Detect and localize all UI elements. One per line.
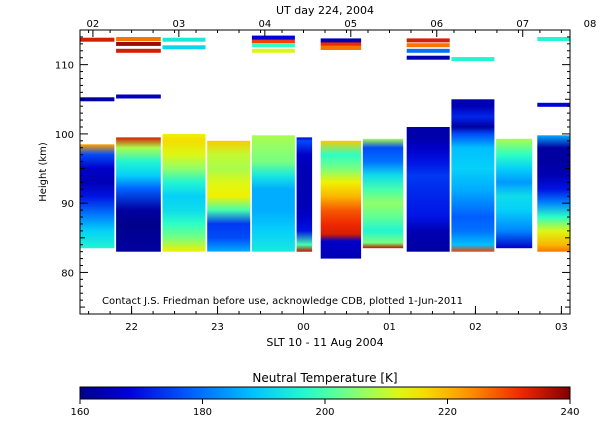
temperature-profile: [207, 140, 251, 252]
temperature-profile: [162, 133, 206, 252]
high-altitude-segment: [116, 48, 161, 53]
high-altitude-segment: [451, 57, 495, 62]
temperature-profile: [451, 99, 495, 252]
chart-title: UT day 224, 2004: [276, 4, 374, 17]
y-tick-label: 100: [55, 130, 74, 141]
high-altitude-segment: [320, 46, 362, 50]
temperature-profile: [496, 138, 533, 249]
top-tick-label: 07: [516, 19, 529, 30]
top-axis: 02 03 04 05 06 07 08: [87, 19, 597, 37]
high-altitude-segment: [406, 55, 450, 60]
bottom-tick-label: 22: [125, 322, 138, 333]
top-tick-label: 08: [584, 19, 597, 30]
profile-layer: [80, 35, 577, 259]
y-tick-label: 80: [61, 268, 74, 279]
bottom-tick-label: 03: [555, 322, 568, 333]
colorbar-tick-label: 200: [315, 407, 334, 418]
y-tick-label: 110: [55, 61, 74, 72]
temperature-profile: [116, 137, 161, 252]
temperature-profile: [537, 135, 570, 252]
top-tick-label: 03: [172, 19, 185, 30]
temperature-profile: [406, 127, 450, 252]
high-altitude-segment: [537, 102, 570, 107]
high-altitude-segment: [406, 38, 450, 43]
bottom-tick-label: 01: [383, 322, 396, 333]
top-tick-label: 06: [430, 19, 443, 30]
temperature-profile: [251, 135, 295, 252]
high-altitude-segment: [80, 37, 115, 42]
temperature-profile: [296, 137, 313, 252]
y-tick-label: 90: [61, 199, 74, 210]
colorbar-tick-label: 160: [70, 407, 89, 418]
high-altitude-segment: [162, 37, 206, 42]
colorbar-title: Neutral Temperature [K]: [252, 371, 397, 385]
bottom-tick-label: 23: [211, 322, 224, 333]
top-tick-label: 05: [344, 19, 357, 30]
high-altitude-segment: [251, 48, 295, 53]
credit-annotation: Contact J.S. Friedman before use, acknow…: [102, 296, 463, 307]
top-tick-label: 02: [87, 19, 100, 30]
bottom-axis: 22 23 00 01 02 03: [88, 306, 568, 333]
high-altitude-segment: [320, 41, 362, 46]
bottom-tick-label: 00: [297, 322, 310, 333]
y-axis-label: Height (km): [38, 142, 49, 202]
high-altitude-segment: [406, 43, 450, 48]
colorbar-tick-label: 180: [193, 407, 212, 418]
high-altitude-segment: [116, 37, 161, 41]
high-altitude-segment: [406, 48, 450, 53]
bottom-tick-label: 02: [469, 322, 482, 333]
high-altitude-segment: [251, 39, 295, 44]
colorbar-tick-label: 220: [438, 407, 457, 418]
temperature-profile: [362, 138, 404, 249]
colorbar: [80, 387, 570, 399]
x-axis-label: SLT 10 - 11 Aug 2004: [266, 336, 383, 349]
high-altitude-segment: [162, 45, 206, 50]
high-altitude-segment: [537, 37, 570, 41]
high-altitude-segment: [251, 35, 295, 40]
temperature-profile: [320, 140, 362, 259]
high-altitude-segment: [80, 97, 115, 102]
y-axis: 80 90 100 110: [55, 29, 570, 308]
high-altitude-segment: [251, 43, 295, 48]
high-altitude-segment: [116, 94, 161, 99]
top-tick-label: 04: [258, 19, 271, 30]
colorbar-tick-label: 240: [560, 407, 579, 418]
temperature-profile: [572, 144, 577, 244]
colorbar-ticks: 160 180 200 220 240: [70, 399, 580, 418]
high-altitude-segment: [320, 38, 362, 43]
temperature-profile: [80, 144, 115, 249]
high-altitude-segment: [116, 41, 161, 46]
